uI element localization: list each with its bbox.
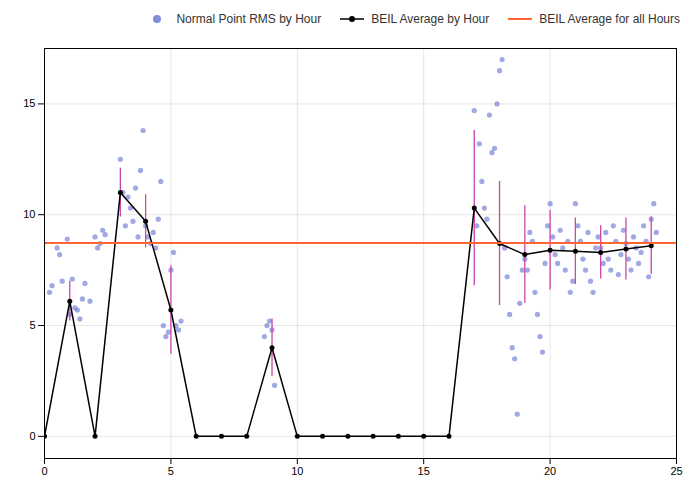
svg-text:5: 5 (168, 465, 174, 477)
svg-text:0: 0 (41, 465, 47, 477)
svg-text:15: 15 (23, 97, 35, 109)
svg-text:25: 25 (670, 465, 682, 477)
svg-text:10: 10 (291, 465, 303, 477)
html-text:BEIL Average for all Hours: BEIL Average for all Hours (539, 12, 680, 26)
html-text:Normal Point RMS by Hour: Normal Point RMS by Hour (176, 12, 322, 26)
html-text:BEIL Average by Hour: BEIL Average by Hour (371, 12, 490, 26)
svg-text:15: 15 (418, 465, 430, 477)
svg-text:0: 0 (29, 430, 35, 442)
svg-text:20: 20 (544, 465, 556, 477)
svg-text:5: 5 (29, 319, 35, 331)
svg-text:10: 10 (23, 208, 35, 220)
